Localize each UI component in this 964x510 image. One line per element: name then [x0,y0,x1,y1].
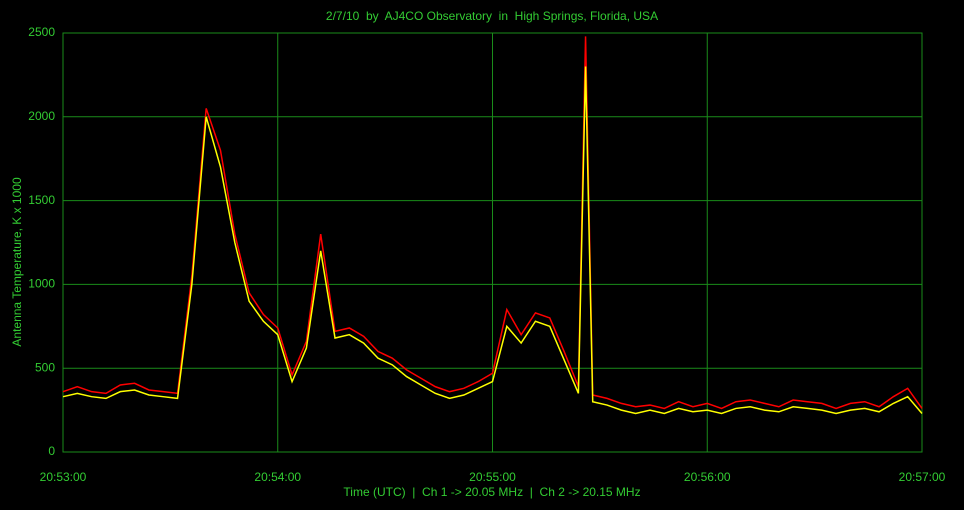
y-tick-label: 1000 [28,277,55,291]
x-tick-label: 20:54:00 [254,470,301,484]
y-tick-label: 2000 [28,109,55,123]
y-tick-label: 500 [35,360,55,374]
chart-title: 2/7/10 by AJ4CO Observatory in High Spri… [326,9,658,23]
plot-frame [62,32,923,453]
x-tick-label: 20:56:00 [684,470,731,484]
series-line [62,66,923,415]
series-line [62,36,923,410]
x-tick-label: 20:53:00 [40,470,87,484]
y-tick-label: 0 [48,444,55,458]
y-tick-label: 1500 [28,193,55,207]
x-tick-label: 20:55:00 [469,470,516,484]
x-tick-label: 20:57:00 [899,470,946,484]
y-tick-label: 2500 [28,25,55,39]
y-axis-label: Antenna Temperature, K x 1000 [10,177,24,347]
x-axis-label: Time (UTC) | Ch 1 -> 20.05 MHz | Ch 2 ->… [343,485,640,499]
